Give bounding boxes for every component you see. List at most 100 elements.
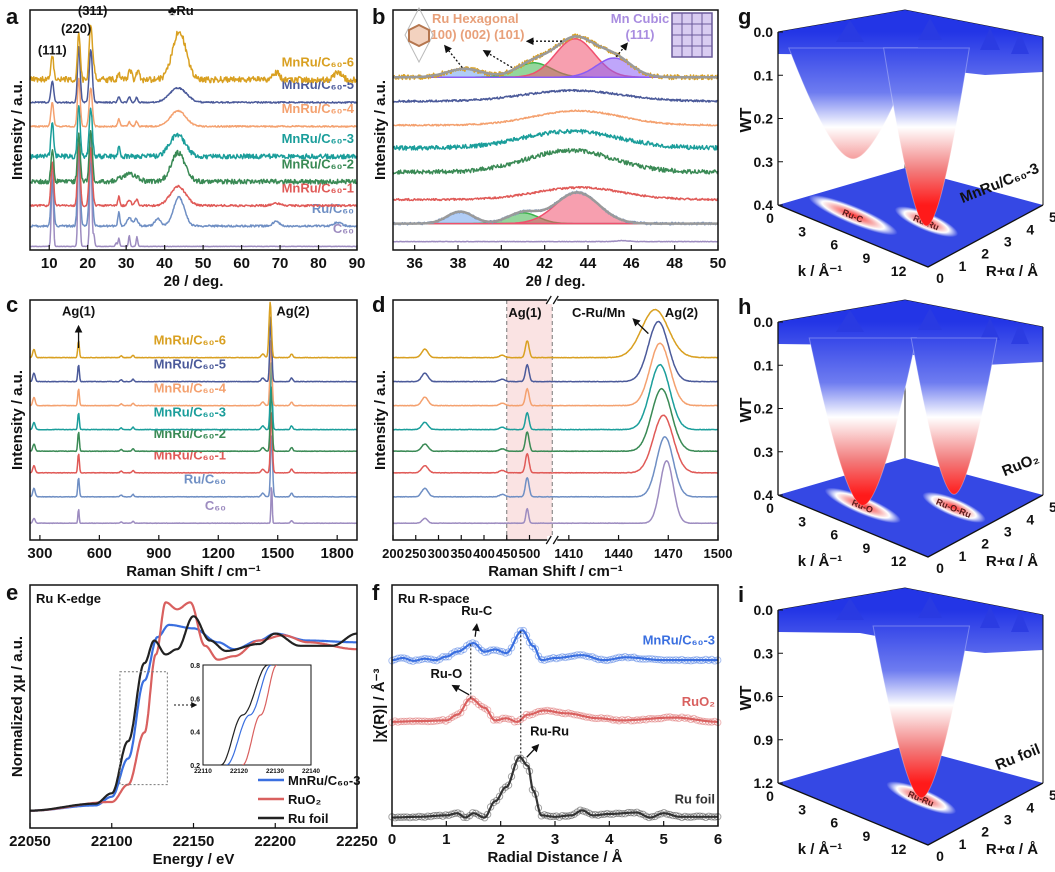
annotation-label: Ru-O [430,666,462,681]
inset-x-tick-label: 22130 [266,768,284,775]
series-label: MnRu/C₆₀-3 [154,404,226,419]
data-marker [597,810,605,819]
data-marker [558,653,567,661]
data-marker [663,810,671,818]
data-marker [397,654,405,662]
series-label: C₆₀ [205,498,226,513]
r-tick-label: 4 [1026,221,1034,237]
data-marker [651,812,659,821]
data-marker [705,718,713,726]
panel-letter: d [372,292,385,317]
data-marker [708,655,716,664]
z-tick-label: 0.0 [754,24,774,40]
x-axis-label: Raman Shift / cm⁻¹ [126,563,261,580]
data-marker [591,714,599,723]
data-marker [421,654,429,663]
data-marker [570,810,578,818]
data-marker [415,656,423,664]
data-marker [409,657,417,665]
panel-letter: g [738,4,751,29]
data-marker [564,709,573,717]
data-marker [430,656,438,664]
z-tick-label: 0.2 [754,401,774,417]
surface-ripple [980,28,1000,50]
data-marker [579,651,587,659]
plot-frame [392,299,719,541]
data-marker [540,811,549,819]
x-tick-label: 20 [79,255,96,272]
data-marker [543,706,552,715]
data-marker [409,813,417,821]
data-marker [684,656,692,665]
x-tick-label: 44 [580,255,597,272]
series-line [29,435,358,498]
x-tick-label: 1200 [202,545,235,562]
data-marker [693,716,701,724]
k-axis-label: k / Å⁻¹ [798,553,843,570]
data-marker [591,810,599,819]
r-tick-label: 4 [1026,799,1034,815]
data-marker [436,716,444,725]
data-marker [702,717,710,726]
fit-envelope [393,191,718,225]
data-marker [597,714,605,722]
r-tick-label: 0 [936,270,944,286]
data-marker [409,717,417,726]
series-line [29,77,358,128]
data-marker [585,713,593,721]
data-marker [543,811,552,820]
data-marker [454,710,462,718]
data-marker [406,717,414,725]
data-marker [471,640,480,648]
legend-label: MnRu/C₆₀-3 [288,773,360,788]
series-label: C₆₀ [333,221,354,236]
data-marker [648,813,656,821]
data-marker [633,808,641,816]
data-marker [600,714,608,723]
data-marker [415,717,423,725]
annotation-label: Ag(2) [276,304,309,319]
series-line [392,460,719,525]
data-marker [642,716,650,724]
data-marker [448,650,456,658]
annotation-label: Ru-C [461,603,493,618]
series-line [29,136,358,248]
data-marker [672,811,680,820]
x-axis-label: Radial Distance / Å [487,849,622,866]
data-marker [477,812,486,821]
data-marker [552,708,561,716]
y-axis-label: Intensity / a.u. [372,370,389,470]
data-marker [427,812,435,821]
z-tick-label: 0.6 [754,689,774,705]
data-marker [465,695,474,703]
axis-break-mark [552,535,559,545]
data-marker [666,810,674,819]
data-marker [507,644,516,652]
data-marker [471,697,480,706]
y-axis-label: Intensity / a.u. [372,80,389,180]
legend-label: RuO₂ [288,792,321,807]
data-marker [439,716,447,724]
data-marker [585,809,593,818]
data-marker [445,715,453,724]
data-marker [636,655,644,663]
hexagonal-crystal-icon [404,6,434,64]
x-tick-label: 1500 [261,545,294,562]
floor-contour-map [778,458,1043,557]
data-marker [633,716,641,724]
x-tick-label: 90 [349,255,366,272]
x-tick-label: 2 [496,831,504,848]
data-marker [519,756,528,765]
data-marker [687,657,695,665]
data-marker [582,808,590,816]
data-marker [555,654,564,662]
data-marker [567,811,575,820]
axis-break-gap [547,296,558,304]
data-marker [696,812,704,820]
data-marker [498,648,507,656]
data-marker [609,716,617,724]
data-marker [570,652,578,660]
r-axis-label: R+α / Å [986,553,1038,570]
data-marker [636,809,644,818]
series-line [392,109,719,127]
